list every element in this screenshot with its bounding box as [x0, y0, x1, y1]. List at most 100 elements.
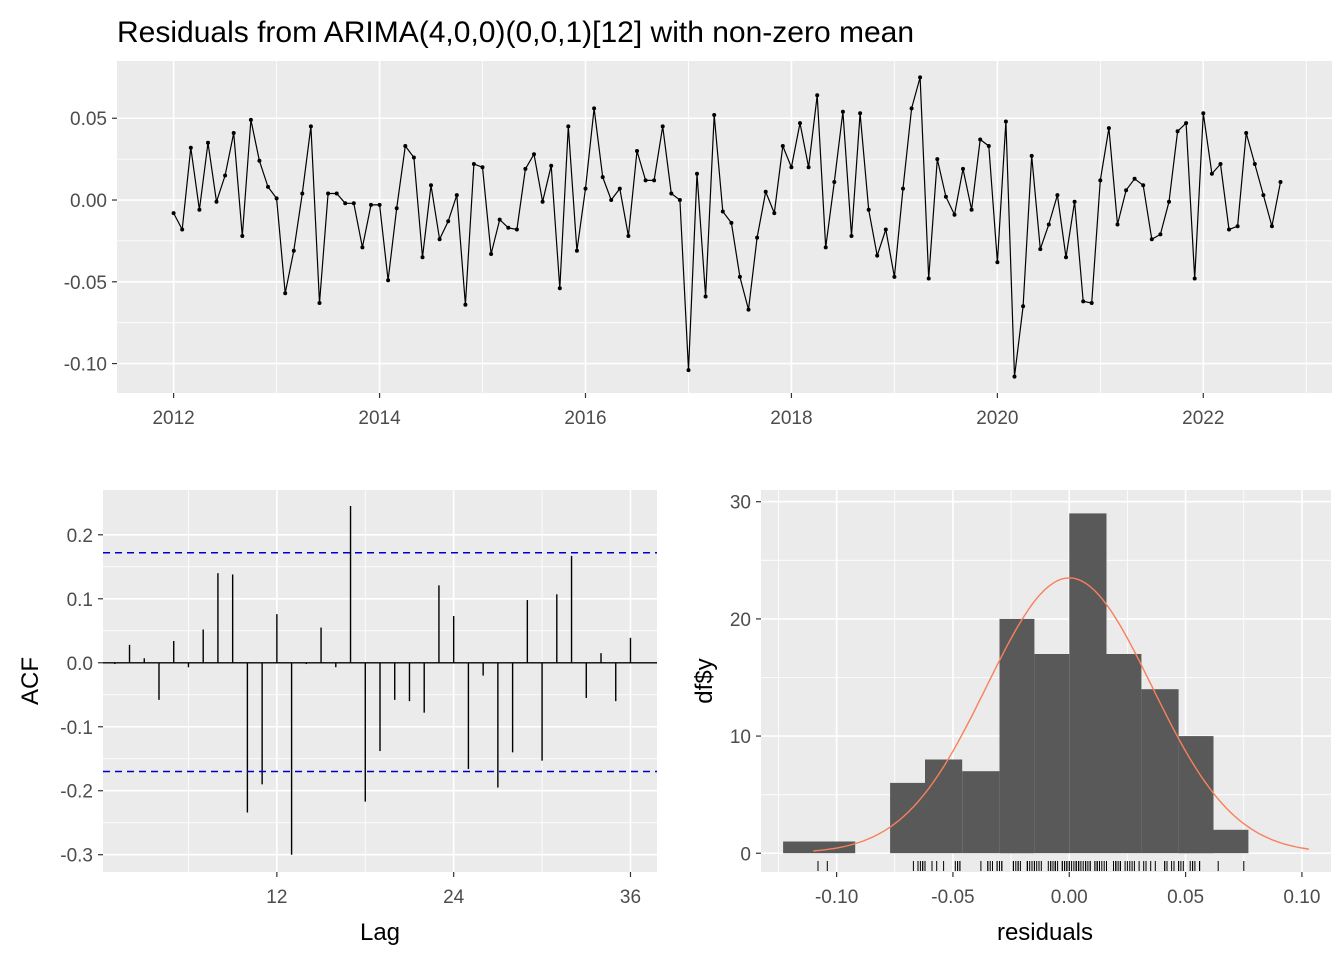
- residual-point: [729, 220, 734, 225]
- density-curve: [813, 577, 1310, 852]
- residual-point: [737, 274, 742, 279]
- residual-point: [823, 245, 828, 250]
- histogram-bar: [1034, 654, 1070, 854]
- residual-point: [411, 155, 416, 160]
- residual-point: [858, 111, 863, 116]
- residual-point: [1081, 299, 1086, 304]
- residual-point: [223, 173, 228, 178]
- residual-point: [643, 178, 648, 183]
- acf-y-tick-label: -0.3: [60, 846, 93, 867]
- residual-point: [377, 202, 382, 207]
- residual-point: [660, 124, 665, 129]
- residual-point: [489, 252, 494, 256]
- residual-point: [188, 145, 193, 150]
- residual-point: [1072, 199, 1077, 204]
- residual-point: [1029, 153, 1034, 158]
- residual-point: [755, 235, 760, 240]
- histogram-bar: [1141, 689, 1179, 854]
- residual-point: [308, 124, 313, 129]
- residual-point: [240, 234, 245, 238]
- histogram-y-axis-title: df$y: [691, 658, 718, 703]
- residual-point: [1106, 126, 1111, 131]
- residual-point: [892, 274, 897, 279]
- timeseries-y-tick-label: 0.00: [70, 191, 107, 212]
- residual-point: [969, 207, 974, 212]
- residual-point: [574, 248, 579, 253]
- timeseries-x-tick-label: 2018: [770, 408, 812, 429]
- residual-point: [1244, 131, 1249, 135]
- acf-y-tick-label: 0.2: [67, 526, 93, 547]
- residual-point: [986, 144, 991, 148]
- residual-point: [403, 144, 408, 148]
- residual-point: [695, 171, 699, 176]
- residual-point: [523, 166, 528, 171]
- acf-y-tick-label: 0.1: [67, 590, 93, 611]
- residual-point: [617, 186, 622, 191]
- acf-y-tick-label: -0.2: [60, 782, 93, 803]
- acf-y-axis-title: ACF: [17, 657, 44, 705]
- residual-point: [248, 117, 253, 122]
- residual-point: [283, 291, 288, 296]
- histogram-bar: [1178, 736, 1214, 854]
- residual-point: [1235, 224, 1240, 229]
- residual-point: [471, 162, 476, 166]
- residual-point: [1192, 276, 1197, 281]
- histogram-bar: [1069, 513, 1107, 854]
- residual-point: [592, 106, 597, 111]
- acf-y-tick-label: 0.0: [67, 654, 93, 675]
- residual-point: [1167, 199, 1171, 204]
- acf-x-tick-label: 36: [620, 887, 641, 908]
- residual-point: [300, 191, 305, 196]
- residual-point: [1261, 193, 1266, 198]
- residual-point: [943, 194, 948, 199]
- residual-point: [652, 178, 657, 183]
- residual-point: [1038, 247, 1043, 252]
- residual-point: [326, 191, 331, 196]
- residual-point: [557, 286, 562, 291]
- residual-point: [171, 211, 176, 216]
- residual-point: [429, 183, 433, 188]
- residual-point: [291, 248, 296, 253]
- residual-point: [1098, 178, 1103, 183]
- histogram-x-axis-title: residuals: [997, 919, 1093, 946]
- residual-point: [849, 234, 854, 238]
- residual-point: [180, 227, 185, 232]
- residual-point: [883, 227, 888, 232]
- residual-point: [961, 166, 965, 171]
- histogram-bar: [925, 759, 963, 854]
- residual-point: [686, 368, 691, 373]
- timeseries-y-tick-label: -0.10: [64, 355, 107, 376]
- residual-point: [1252, 162, 1257, 166]
- residual-point: [437, 237, 442, 242]
- timeseries-panel-background: [117, 61, 1332, 393]
- residual-point: [394, 206, 399, 211]
- residual-point: [343, 201, 348, 206]
- acf-y-tick-label: -0.1: [60, 718, 93, 739]
- histogram-bar: [783, 841, 856, 854]
- residual-point: [626, 234, 631, 238]
- residual-point: [763, 189, 768, 194]
- histogram-bar: [962, 771, 1000, 854]
- residual-point: [231, 131, 236, 135]
- residual-point: [712, 113, 717, 117]
- residual-point: [1132, 176, 1137, 181]
- residual-point: [669, 191, 674, 196]
- residual-point: [1064, 255, 1068, 260]
- residual-point: [532, 152, 536, 157]
- histogram-bar: [999, 618, 1035, 854]
- residual-point: [952, 212, 957, 217]
- residual-point: [600, 175, 605, 180]
- histogram-y-tick-label: 30: [730, 493, 751, 514]
- residual-point: [1003, 119, 1008, 124]
- residual-point: [1218, 162, 1223, 166]
- residual-point: [746, 307, 751, 312]
- histogram-x-tick-label: 0.00: [1051, 887, 1088, 908]
- timeseries-x-tick-label: 2022: [1182, 408, 1224, 429]
- residual-point: [703, 294, 708, 299]
- residual-point: [420, 255, 425, 260]
- acf-chart: 12 24 36 0.2 0.1 0.0 -0.1 -0.2 -0.3 Lag ACF: [17, 490, 657, 946]
- timeseries-x-tick-label: 2020: [976, 408, 1018, 429]
- timeseries-x-tick-label: 2014: [358, 408, 401, 429]
- histogram-x-tick-label: 0.10: [1283, 887, 1320, 908]
